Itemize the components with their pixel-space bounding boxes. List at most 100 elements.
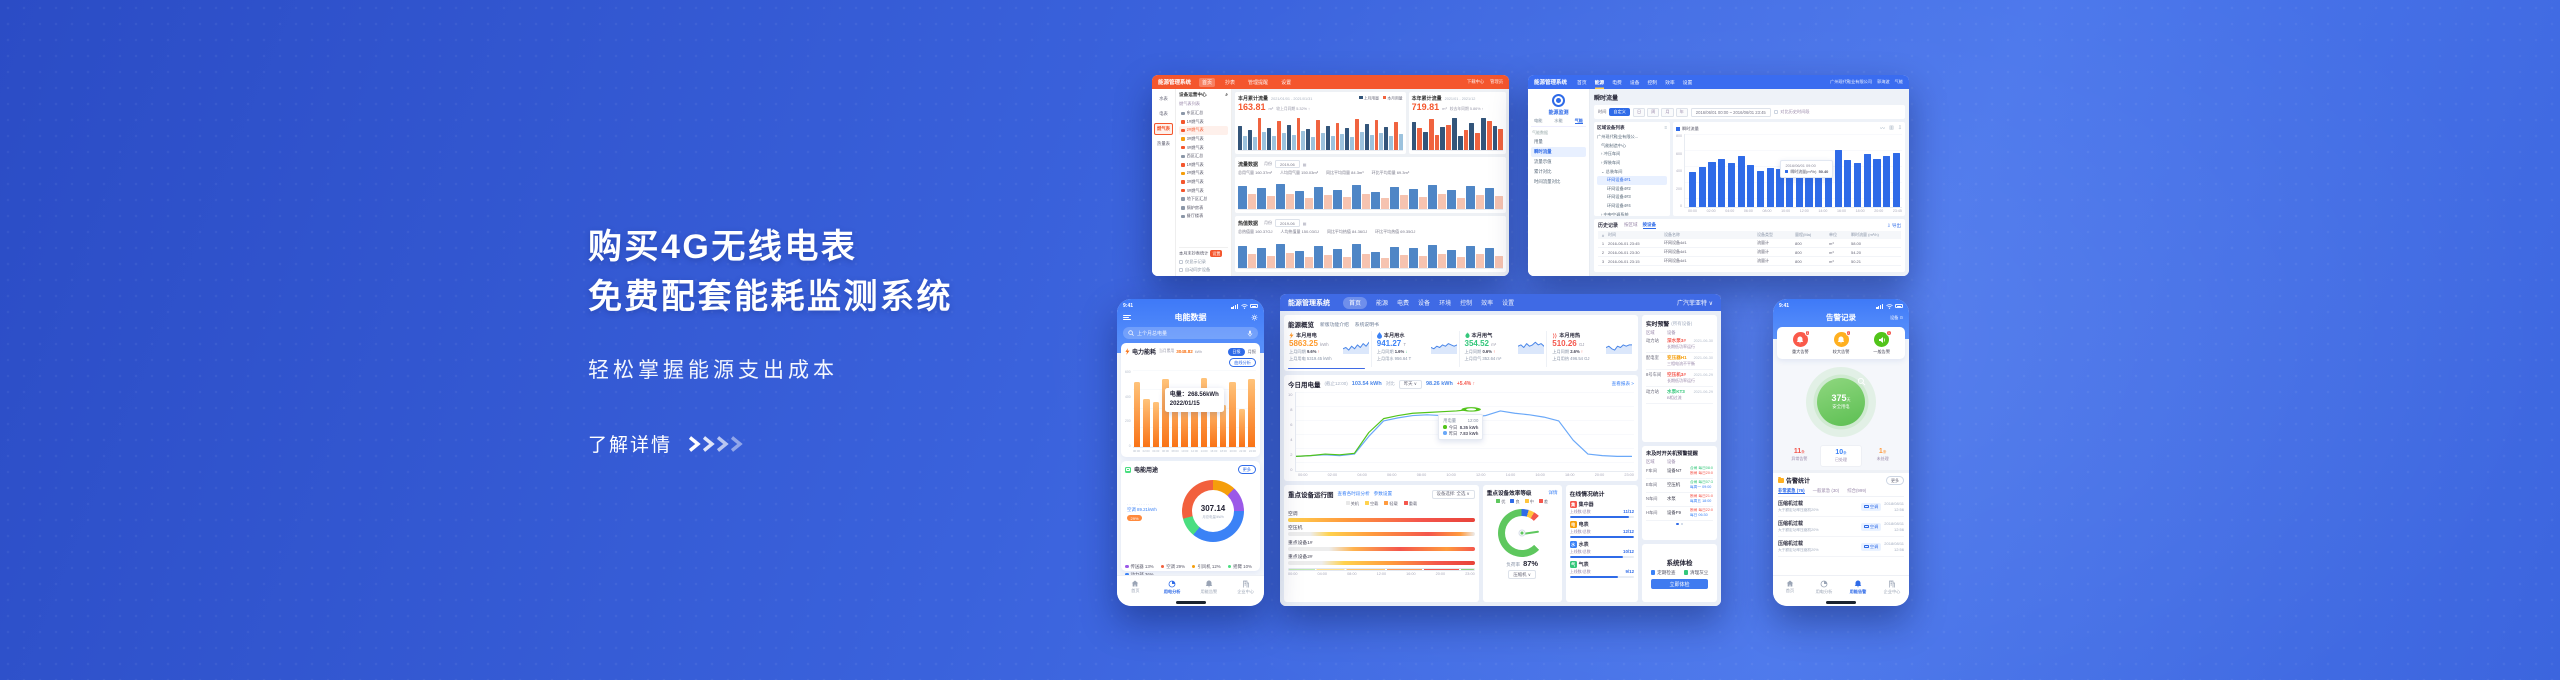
download-icon[interactable]: ⇩ [1897,125,1902,131]
bar-chart-icon[interactable]: ▥ [1889,125,1894,131]
line-chart-icon[interactable]: 〰 [1880,126,1886,132]
dash-b-header-link[interactable]: 广州现代鞋业有限公司 [1830,79,1873,84]
period-button[interactable]: 日 [1632,107,1646,117]
dash-a-footer-settings-button[interactable]: 设置 [1210,250,1223,257]
device-select[interactable]: 设备选择: 全选 ∨ [1431,489,1475,499]
dash-c-nav-item[interactable]: 设置 [1502,301,1515,307]
compare-day-select[interactable]: 昨天 ∨ [1398,379,1422,389]
alarm-tab[interactable]: 非常紧急 (76) [1778,488,1805,493]
alert-row[interactable]: 动力站 水泵KT3 2021-06-29 B相过流 [1646,387,1713,404]
dash-b-nav-item[interactable]: 控制 [1647,80,1658,86]
switch-row[interactable]: F车间 设备N7 合闸 每日08:00 断闸 每日20:00 [1646,465,1713,479]
monthly-report-button[interactable]: 月报 [1247,348,1256,354]
dash-b-header-link[interactable]: 郭海波 [1877,79,1890,84]
month-picker[interactable]: 2019-06 [1275,160,1300,168]
table-row[interactable]: 3 2016-06-01 23:15 环网设备4#1 流量计 800 m³ 50… [1598,257,1901,266]
alert-row[interactable]: 配电室 变压器H1 2021-06-30 三相电流不平衡 [1646,353,1713,370]
dash-a-tree-item[interactable]: 4#燃气表 [1179,143,1228,152]
dash-b-sidebar-item[interactable]: 用量 [1534,139,1543,144]
dash-b-tree-item[interactable]: › 焊装车间 [1601,160,1621,166]
dash-b-tree-item[interactable]: 广州现代鞋业有限公... [1597,134,1639,140]
view-report-link[interactable]: 查看报表 > [1611,381,1634,386]
alarm-list-item[interactable]: 压缩机过载 大于额定功率压缩机20% 空调 2018/08/11 12:56 [1778,537,1904,557]
dash-a-meter-tab[interactable]: 水表 [1159,96,1168,101]
dash-c-nav-item[interactable]: 控制 [1460,301,1473,307]
learn-more-label[interactable]: 了解详情 [588,435,673,456]
period-button[interactable]: 月 [1661,107,1674,117]
alarm-list-item[interactable]: 压缩机过载 大于额定功率压缩机20% 空调 2018/08/11 12:56 [1778,517,1904,537]
curve-analysis-button[interactable]: 曲线分析 [1229,358,1256,367]
dash-a-tree-item[interactable]: 地下区汇总 [1179,195,1228,204]
dash-a-tree-item[interactable]: 1#燃气表 [1179,161,1228,170]
search-input[interactable]: 上个月总电量 [1123,327,1258,339]
dash-c-nav-item[interactable]: 能源 [1376,301,1389,307]
more-button[interactable]: 更多 [1886,476,1904,485]
more-button[interactable]: 更多 [1237,465,1256,474]
dash-b-energy-tab[interactable]: 水能 [1554,118,1563,123]
dash-b-tree-item[interactable]: ⌄ 总装车间 [1601,168,1623,174]
equipment-link[interactable]: 查看各时段分析 [1337,491,1370,496]
dash-a-footer-checkbox[interactable]: 仅显示记录 [1179,259,1228,265]
dash-b-nav-item[interactable]: 首页 [1577,80,1587,86]
month-picker[interactable]: 2019-06 [1275,219,1300,227]
device-filter-button[interactable]: 设备 ⊙ [1889,314,1903,320]
dash-b-nav-item[interactable]: 设备 [1629,80,1640,86]
tab-center[interactable]: 企业中心 [1875,580,1909,595]
daily-report-button[interactable]: 日报 [1228,347,1245,356]
tab-alert[interactable]: 用能告警 [1191,580,1228,595]
tab-home[interactable]: 首页 [1773,580,1807,594]
tab-center[interactable]: 企业中心 [1227,580,1264,595]
alert-row[interactable]: 8号车间 空压机3# 2021-06-29 长期低功率运行 [1646,370,1713,387]
dash-a-meter-tab[interactable]: 燃气表 [1154,123,1173,135]
custom-range-button[interactable]: 自定义 [1609,108,1630,116]
dash-a-nav-item[interactable]: 抄表 [1225,79,1236,86]
switch-row[interactable]: H车间 设备F9 断闸 每日22:00 每日 06:30 [1646,507,1713,521]
alarm-tab[interactable]: 一般紧急 (30) [1812,488,1840,493]
dash-c-nav-item[interactable]: 效率 [1481,301,1494,307]
table-row[interactable]: 1 2016-06-01 23:45 环网设备4#1 流量计 800 m³ 58… [1598,239,1901,248]
tab-analysis[interactable]: 用电分析 [1154,580,1191,595]
tab-alert[interactable]: 用能告警 [1841,580,1875,595]
switch-row[interactable]: E车间 空压机 合闸 每日07:30 每周一 09:00 [1646,479,1713,493]
dash-a-tree-item[interactable]: 餐厅楼表 [1179,212,1228,221]
dash-a-nav-item[interactable]: 首页 [1199,77,1216,87]
dash-a-tree-item[interactable]: 3#燃气表 [1179,178,1228,187]
dash-a-nav-item[interactable]: 设置 [1281,79,1292,86]
dash-b-sidebar-item[interactable]: 累计对比 [1534,169,1552,174]
dash-b-sidebar-item[interactable]: 流量示值 [1534,159,1552,164]
dash-a-tree-item[interactable]: 4#燃气表 [1179,186,1228,195]
overview-link[interactable]: 新版功能介绍 [1320,322,1349,328]
compressor-select[interactable]: 压缩机 ∨ [1508,570,1536,579]
dash-a-meter-tab[interactable]: 电表 [1159,111,1168,116]
dash-b-tree-item[interactable]: 环网设备4#3 [1607,194,1631,200]
learn-more-link[interactable]: 了解详情 [588,430,953,457]
dash-c-nav-item[interactable]: 环境 [1439,301,1452,307]
dash-a-tree-item[interactable]: 3#燃气表 [1179,135,1228,144]
dash-b-tree-item[interactable]: 环网设备4#4 [1607,203,1631,209]
dash-c-nav-item[interactable]: 首页 [1343,296,1368,309]
dash-b-nav-item[interactable]: 能源 [1595,75,1605,89]
dash-a-tree-item[interactable]: 锅炉房表 [1179,204,1228,213]
dash-c-nav-item[interactable]: 设备 [1418,301,1431,307]
dash-a-tree-item[interactable]: 2#燃气表 [1179,126,1228,135]
export-button[interactable]: ⇩ 导出 [1887,223,1901,229]
dash-b-sidebar-item[interactable]: 瞬时流量 [1531,147,1586,157]
dash-a-tree-item[interactable]: 西区汇总 [1179,152,1228,161]
stat-card-heat[interactable]: 本月用热 510.26 GJ 上月同期 2.6% ↑ 上月用热 496.54 G… [1551,331,1634,367]
alarm-cat-critical[interactable]: 1 重大告警 [1780,330,1821,355]
dash-c-nav-item[interactable]: 电费 [1397,301,1410,307]
switch-row[interactable]: N车间 水泵 断闸 每日21:00 每周五 18:00 [1646,493,1713,507]
dash-b-header-link[interactable]: 气能 [1894,79,1903,84]
dash-a-header-link[interactable]: 下载中心 [1466,79,1485,84]
alarm-list-item[interactable]: 压缩机过载 大于额定功率压缩机20% 空调 2018/08/11 12:56 [1778,497,1904,517]
history-tab[interactable]: 按区域 [1624,222,1638,227]
dash-b-energy-tab[interactable]: 气能 [1574,118,1583,123]
dash-b-nav-item[interactable]: 电费 [1612,80,1622,86]
pagination-dots[interactable] [1646,522,1713,526]
dash-a-nav-item[interactable]: 管理提醒 [1248,79,1269,86]
details-link[interactable]: 详情 [1548,490,1558,495]
mic-icon[interactable] [1247,330,1253,337]
dash-b-tree-item[interactable]: › 中央空调系统 [1601,211,1629,216]
stat-card-electricity[interactable]: 本月用电 5863.25 kWh 上月同期 9.6% ↑ 上月用电 5319.4… [1288,331,1372,369]
dash-a-tree-item[interactable]: 东区汇总 [1179,109,1228,118]
